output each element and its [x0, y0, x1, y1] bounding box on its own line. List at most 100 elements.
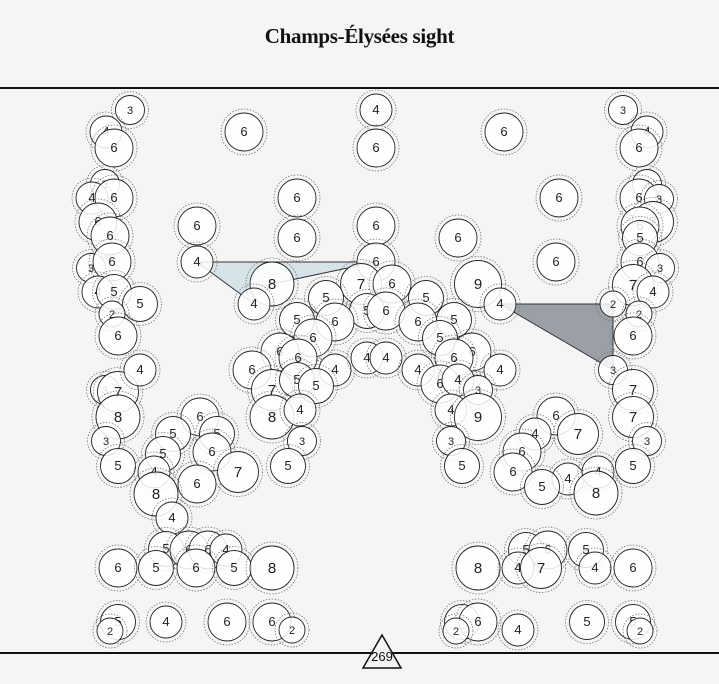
marker[interactable]: 4 — [355, 89, 397, 131]
marker-halo — [93, 367, 143, 417]
marker[interactable]: 6 — [352, 202, 400, 250]
marker-halo — [430, 334, 478, 382]
marker[interactable]: 2 — [274, 612, 310, 648]
marker-halo — [94, 312, 142, 360]
marker[interactable]: 2 — [595, 286, 631, 322]
marker-halo — [96, 600, 140, 644]
marker-label: 6 — [635, 190, 642, 205]
markers-layer: 3466466346346663637666666653646663744552… — [71, 89, 679, 651]
marker[interactable]: 4 — [176, 241, 218, 283]
marker[interactable]: 6 — [90, 124, 138, 172]
marker[interactable]: 3 — [432, 422, 470, 460]
marker[interactable]: 6 — [203, 598, 251, 646]
dark-sight-region — [498, 303, 614, 371]
marker-label: 9 — [474, 409, 482, 426]
marker[interactable]: 9 — [450, 389, 506, 445]
marker-label: 6 — [382, 303, 389, 318]
marker[interactable]: 2 — [92, 613, 128, 649]
marker[interactable]: 7 — [553, 409, 603, 459]
marker[interactable]: 4 — [279, 389, 321, 431]
marker[interactable]: 6 — [434, 214, 482, 262]
marker[interactable]: 5 — [565, 600, 609, 644]
marker-halo — [173, 202, 221, 250]
marker[interactable]: 6 — [480, 108, 528, 156]
marker-halo — [622, 613, 658, 649]
marker[interactable]: 5 — [266, 444, 310, 488]
marker[interactable]: 8 — [245, 541, 299, 595]
marker[interactable]: 6 — [352, 124, 400, 172]
marker-label: 6 — [192, 560, 199, 575]
marker-label: 4 — [250, 296, 257, 311]
marker[interactable]: 4 — [119, 349, 161, 391]
marker[interactable]: 5 — [520, 465, 564, 509]
marker[interactable]: 4 — [151, 497, 193, 539]
marker-halo — [621, 296, 657, 332]
marker-halo — [86, 212, 134, 260]
marker[interactable]: 5 — [118, 282, 162, 326]
marker-label: 3 — [103, 436, 109, 448]
marker[interactable]: 4 — [497, 609, 539, 651]
marker[interactable]: 6 — [273, 174, 321, 222]
marker[interactable]: 6 — [532, 238, 580, 286]
marker[interactable]: 3 — [604, 91, 642, 129]
marker[interactable]: 6 — [273, 214, 321, 262]
marker[interactable]: 6 — [173, 460, 221, 508]
marker-label: 3 — [299, 436, 305, 448]
marker[interactable]: 6 — [173, 202, 221, 250]
marker[interactable]: 5 — [440, 444, 484, 488]
marker[interactable]: 4 — [233, 283, 275, 325]
marker[interactable]: 6 — [609, 544, 657, 592]
marker-circle — [520, 547, 562, 589]
marker-halo — [92, 613, 128, 649]
marker-halo — [176, 393, 224, 441]
marker[interactable]: 4 — [479, 283, 521, 325]
marker-label: 8 — [592, 485, 600, 502]
marker[interactable]: 5 — [134, 546, 178, 590]
marker[interactable]: 6 — [220, 108, 268, 156]
marker-halo — [283, 422, 321, 460]
marker[interactable]: 7 — [213, 447, 263, 497]
marker[interactable]: 6 — [535, 174, 583, 222]
marker[interactable]: 6 — [94, 312, 142, 360]
marker-label: 3 — [475, 385, 481, 397]
marker-circle — [626, 617, 654, 645]
marker-label: 8 — [268, 276, 276, 293]
marker-label: 3 — [644, 436, 650, 448]
marker[interactable]: 3 — [87, 422, 125, 460]
marker-label: 8 — [268, 560, 276, 577]
marker-label: 4 — [88, 190, 95, 205]
marker-label: 8 — [152, 486, 160, 503]
marker[interactable]: 6 — [609, 312, 657, 360]
marker-circle — [483, 287, 517, 321]
marker-halo — [129, 467, 183, 521]
marker[interactable]: 2 — [622, 613, 658, 649]
marker-label: 5 — [110, 284, 117, 299]
marker-halo — [220, 108, 268, 156]
marker[interactable]: 4 — [574, 547, 616, 589]
marker-halo — [352, 202, 400, 250]
marker[interactable]: 3 — [111, 91, 149, 129]
marker[interactable]: 4 — [365, 337, 407, 379]
marker-label: 5 — [458, 458, 465, 473]
marker[interactable]: 5 — [611, 444, 655, 488]
marker-label: 9 — [474, 276, 482, 293]
marker-halo — [90, 174, 138, 222]
marker-label: 6 — [106, 228, 113, 243]
marker-label: 7 — [114, 384, 122, 401]
marker-halo — [611, 444, 655, 488]
marker-halo — [454, 598, 502, 646]
marker-label: 6 — [500, 124, 507, 139]
marker-label: 8 — [268, 409, 276, 426]
marker[interactable]: 4 — [145, 601, 187, 643]
marker[interactable]: 2 — [438, 613, 474, 649]
marker-label: 6 — [454, 230, 461, 245]
marker[interactable]: 5 — [294, 364, 338, 408]
marker[interactable]: 7 — [516, 543, 566, 593]
marker-circle — [224, 112, 264, 152]
marker-halo — [628, 422, 666, 460]
marker[interactable]: 8 — [451, 541, 505, 595]
marker[interactable]: 8 — [569, 466, 623, 520]
marker[interactable]: 4 — [632, 271, 674, 313]
marker-halo — [314, 349, 356, 391]
